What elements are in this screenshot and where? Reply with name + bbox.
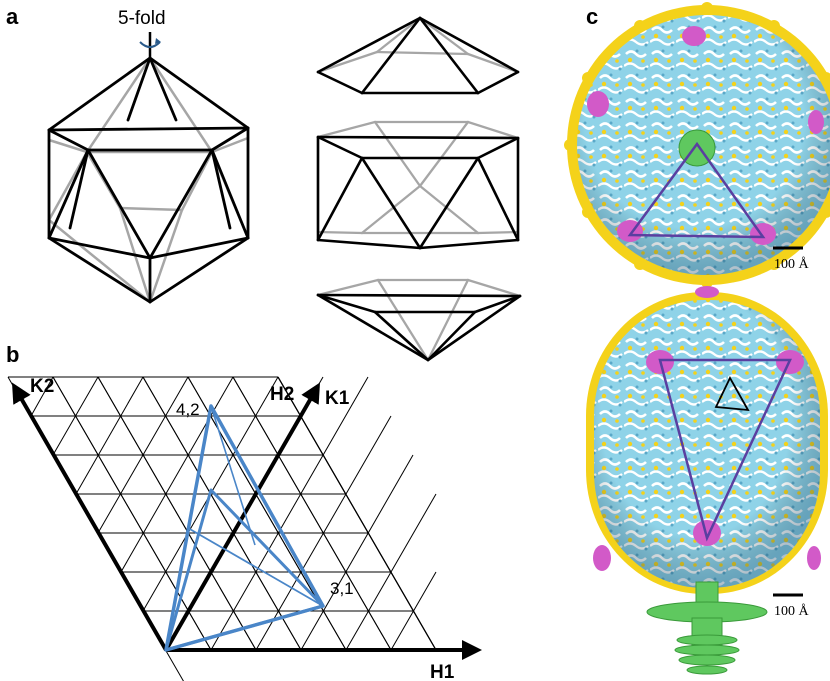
scale-bar-bottom-label: 100 Å	[774, 603, 810, 619]
five-fold-label: 5-fold	[118, 8, 166, 29]
asymmetric-triangle-large	[658, 358, 792, 542]
tail	[646, 581, 768, 675]
front-edges	[47, 56, 250, 304]
point-label-3-1: 3,1	[330, 579, 354, 598]
point-label-4-2: 4,2	[176, 400, 200, 419]
asymmetric-triangle-top	[627, 141, 766, 239]
triangle-3-1	[164, 488, 325, 652]
isometric-capsid	[564, 2, 830, 288]
axis-h2-k1	[164, 382, 320, 651]
rotation-axis-icon	[139, 32, 161, 60]
icosahedron-bottom-cap	[316, 278, 522, 362]
axis-label-k2: K2	[30, 376, 54, 397]
scale-bar-top: 100 Å	[773, 246, 810, 272]
panel-a: a 5-fold	[6, 4, 522, 362]
scale-bar-bottom: 100 Å	[773, 593, 810, 619]
panel-c: c 100 Å	[564, 2, 830, 675]
rim-spikes	[564, 2, 830, 288]
axis-label-k1: K1	[325, 388, 350, 409]
icosahedron-middle-band	[316, 120, 520, 250]
scale-bar-top-label: 100 Å	[774, 256, 810, 272]
axis-label-h1: H1	[430, 662, 455, 681]
lattice-triangles	[164, 404, 325, 652]
axis-label-h2: H2	[270, 384, 294, 405]
icosahedron-top-cap	[316, 16, 520, 95]
asymmetric-triangle-small	[714, 376, 750, 412]
icosahedron-full	[47, 56, 250, 304]
panel-b: b	[6, 342, 482, 681]
panel-letter-c: c	[586, 4, 598, 29]
panel-letter-b: b	[6, 342, 19, 367]
axis-k2	[12, 382, 168, 651]
panel-letter-a: a	[6, 4, 19, 29]
prolate-capsid	[586, 286, 828, 594]
